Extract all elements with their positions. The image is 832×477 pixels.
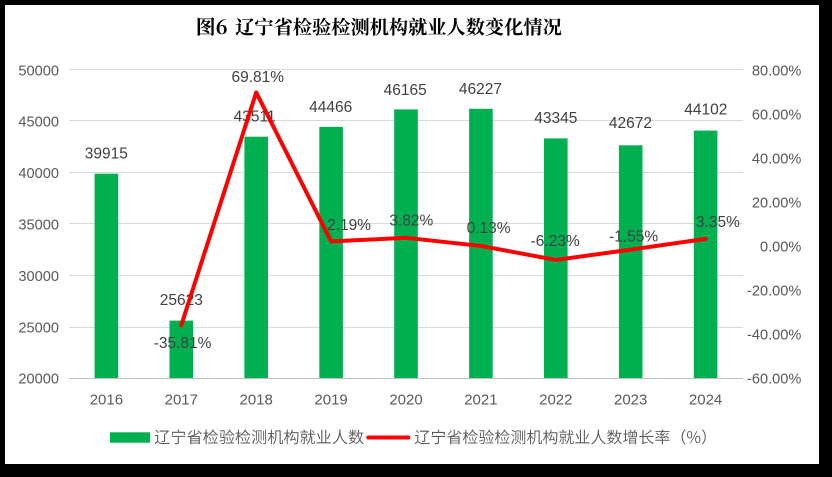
svg-text:40000: 40000 xyxy=(18,166,59,182)
svg-text:20.00%: 20.00% xyxy=(752,196,802,212)
svg-text:42672: 42672 xyxy=(609,115,652,132)
svg-text:2016: 2016 xyxy=(90,392,123,409)
svg-text:2018: 2018 xyxy=(240,392,273,409)
svg-text:80.00%: 80.00% xyxy=(752,63,802,79)
svg-text:2021: 2021 xyxy=(464,392,497,409)
svg-text:2017: 2017 xyxy=(165,392,198,409)
svg-text:2023: 2023 xyxy=(614,392,647,409)
svg-text:3.35%: 3.35% xyxy=(696,214,740,231)
svg-text:39915: 39915 xyxy=(85,145,128,162)
svg-text:3.82%: 3.82% xyxy=(389,213,433,230)
svg-text:2.19%: 2.19% xyxy=(327,217,371,234)
svg-text:-60.00%: -60.00% xyxy=(747,372,801,388)
svg-text:2024: 2024 xyxy=(689,392,722,409)
svg-text:-1.55%: -1.55% xyxy=(609,229,658,246)
svg-text:20000: 20000 xyxy=(18,372,59,388)
svg-text:60.00%: 60.00% xyxy=(752,107,802,123)
svg-text:50000: 50000 xyxy=(18,63,59,79)
svg-text:46227: 46227 xyxy=(459,81,502,98)
svg-text:44102: 44102 xyxy=(684,101,727,118)
svg-text:0.00%: 0.00% xyxy=(760,240,801,256)
svg-text:2022: 2022 xyxy=(539,392,572,409)
svg-text:-35.81%: -35.81% xyxy=(154,335,212,352)
svg-text:43345: 43345 xyxy=(534,110,577,127)
svg-text:0.13%: 0.13% xyxy=(467,220,511,237)
svg-text:25623: 25623 xyxy=(160,292,203,309)
svg-text:2020: 2020 xyxy=(389,392,422,409)
svg-text:-40.00%: -40.00% xyxy=(747,328,801,344)
svg-text:2019: 2019 xyxy=(314,392,347,409)
svg-text:30000: 30000 xyxy=(18,269,59,285)
svg-text:25000: 25000 xyxy=(18,320,59,336)
svg-text:35000: 35000 xyxy=(18,218,59,234)
svg-text:44466: 44466 xyxy=(309,99,352,116)
svg-text:69.81%: 69.81% xyxy=(232,69,285,86)
svg-text:46165: 46165 xyxy=(384,82,427,99)
svg-text:-6.23%: -6.23% xyxy=(531,233,580,250)
svg-text:40.00%: 40.00% xyxy=(752,151,802,167)
svg-text:45000: 45000 xyxy=(18,115,59,131)
svg-text:-20.00%: -20.00% xyxy=(747,284,801,300)
